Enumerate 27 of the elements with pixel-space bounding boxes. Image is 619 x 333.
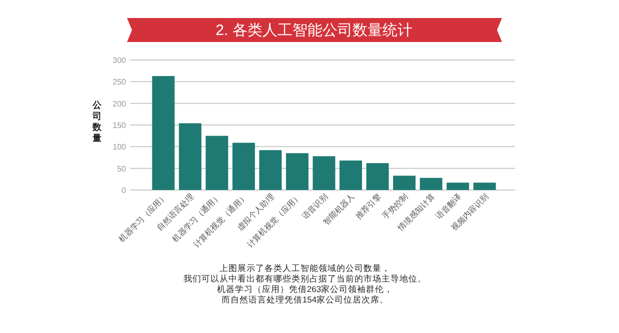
text: 我们可以从中看出都有哪些类别占据了当前的市场主导地位。	[184, 274, 426, 284]
bar	[232, 142, 255, 190]
bar	[473, 182, 496, 190]
bar	[366, 163, 389, 190]
y-tick-label: 250	[112, 78, 127, 87]
y-axis-title: 公司数量	[92, 100, 102, 143]
text: 而自然语言处理凭借154家公司位居次席。	[221, 294, 389, 304]
bar	[152, 76, 175, 190]
y-tick-label: 50	[117, 164, 127, 174]
bar	[206, 136, 228, 190]
bar	[286, 153, 308, 190]
bar	[393, 176, 416, 190]
bar	[312, 156, 336, 190]
bar	[446, 182, 470, 190]
bar	[340, 160, 362, 190]
bar	[420, 178, 442, 190]
x-tick-label: 推荐引擎	[354, 192, 383, 222]
y-tick-label: 100	[112, 142, 127, 152]
chart-title: 2. 各类人工智能公司数量统计	[216, 22, 412, 39]
bar	[178, 123, 202, 190]
text: 机器学习（应用）凭借263家公司领袖群伦，	[216, 284, 394, 294]
text: 上图展示了各类人工智能领域的公司数量，	[220, 263, 390, 273]
y-tick-label: 200	[112, 99, 127, 108]
y-tick-label: 300	[112, 56, 127, 65]
y-tick-label: 150	[112, 121, 127, 130]
bar	[259, 150, 282, 190]
y-tick-label: 0	[122, 186, 127, 195]
